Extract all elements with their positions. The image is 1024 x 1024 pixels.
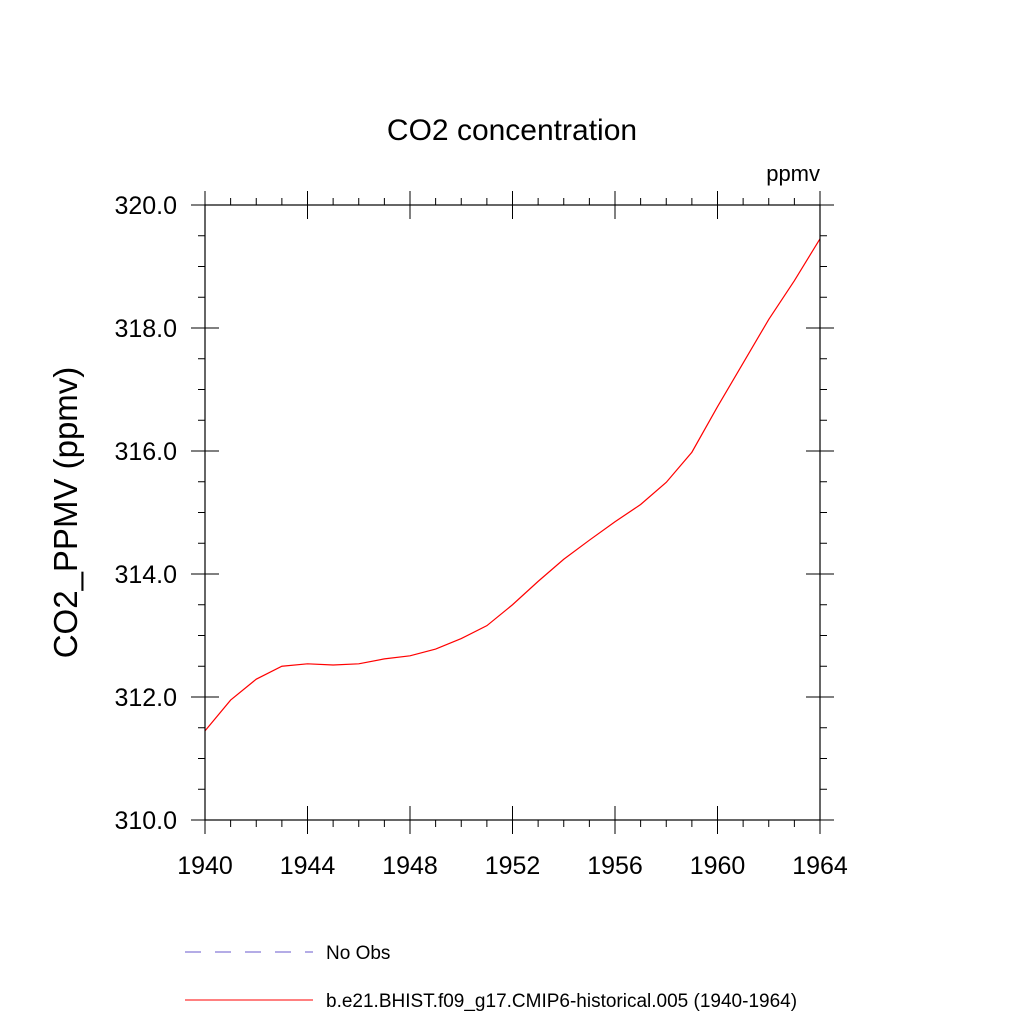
chart-title: CO2 concentration [387, 114, 637, 147]
y-tick-label: 316.0 [114, 438, 177, 466]
x-tick-label: 1952 [485, 852, 541, 880]
legend-label: b.e21.BHIST.f09_g17.CMIP6-historical.005… [326, 991, 797, 1012]
ticks-layer: 1940 1944 1948 1952 1956 1960 1964 310.0 312.0 31… [114, 191, 848, 880]
x-tick-label: 1948 [382, 852, 438, 880]
y-tick-label: 310.0 [114, 807, 177, 835]
x-tick-label: 1940 [177, 852, 233, 880]
x-tick-label: 1964 [792, 852, 848, 880]
y-axis-label: CO2_PPMV (ppmv) [47, 367, 84, 659]
y-tick-label: 312.0 [114, 684, 177, 712]
series-layer [204, 238, 821, 732]
units-label: ppmv [766, 161, 820, 186]
series-line [204, 238, 821, 732]
y-tick-label: 314.0 [114, 561, 177, 589]
x-tick-label: 1956 [587, 852, 643, 880]
x-tick-label: 1960 [690, 852, 746, 880]
plot-frame [204, 204, 821, 821]
legend-label: No Obs [326, 943, 390, 964]
y-tick-label: 320.0 [114, 192, 177, 220]
legend: No Obs b.e21.BHIST.f09_g17.CMIP6-historic… [185, 943, 797, 1012]
x-tick-label: 1944 [280, 852, 336, 880]
y-tick-label: 318.0 [114, 315, 177, 343]
